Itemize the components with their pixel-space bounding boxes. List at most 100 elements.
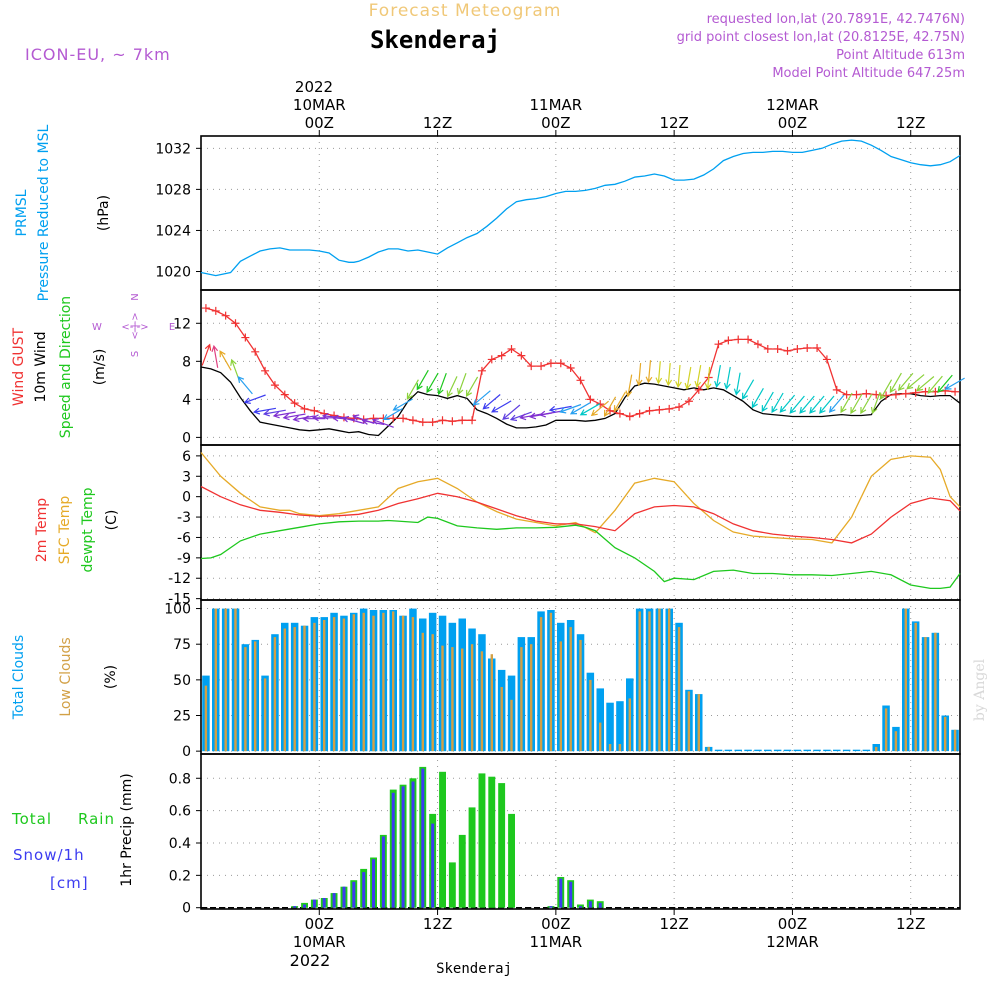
snow-bar: [362, 872, 366, 908]
credit-watermark: by Angel: [972, 658, 988, 721]
wind-arrow: [579, 403, 601, 416]
x-tick-time-bottom: 12Z: [896, 915, 925, 933]
snow-bar: [352, 881, 356, 908]
gust-marker: [428, 418, 437, 427]
gust-marker: [487, 355, 496, 364]
y-tick-label: -15: [168, 592, 191, 608]
gust-marker: [290, 399, 299, 408]
snow-bar: [342, 886, 346, 908]
temp-panel: [200, 444, 961, 601]
gust-marker: [241, 333, 250, 342]
gust-marker: [714, 340, 723, 349]
wind-arrow: [590, 400, 609, 417]
compass-mid: <-|->: [130, 312, 141, 339]
total-cloud-bar: [783, 749, 792, 752]
low-cloud-bar: [707, 746, 710, 752]
total-cloud-bar: [764, 749, 772, 752]
wind-arrow: [779, 394, 796, 413]
gust-marker: [211, 306, 220, 315]
x-tick-labels: 00Z00Z10MAR10MAR12Z12Z00Z00Z11MAR11MAR12…: [293, 96, 925, 951]
wind-arrow: [897, 372, 914, 392]
snow-unit-label: [cm]: [50, 874, 89, 892]
gust-marker: [251, 347, 260, 356]
model-altitude: Model Point Altitude 647.25m: [772, 66, 965, 81]
gust-marker: [665, 404, 674, 413]
gust-marker: [744, 335, 753, 344]
x-tick-time-bottom: 00Z: [305, 915, 334, 933]
total-cloud-bar: [842, 749, 851, 752]
gust-marker: [655, 405, 664, 414]
compass-ew-arrows: <-|->: [121, 322, 148, 333]
snow-bar: [579, 906, 582, 908]
x-tick-date-top: 10MAR: [293, 96, 346, 114]
total-clouds-label: Total Clouds: [11, 635, 27, 720]
gust-marker: [576, 376, 585, 385]
snow-bar: [332, 893, 336, 908]
wind-arrow: [771, 392, 784, 414]
wind-arrow: [937, 374, 953, 393]
wind-arrow: [789, 395, 805, 414]
y-tick-label: 0.6: [169, 804, 191, 820]
total-cloud-bar: [803, 749, 811, 752]
gust-marker: [891, 390, 900, 399]
product-title: Forecast Meteogram: [369, 1, 562, 21]
wind-unit-label: (m/s): [92, 349, 108, 386]
gust-marker: [468, 416, 477, 425]
y-tick-label: -6: [177, 530, 191, 546]
x-tick-time-top: 12Z: [659, 114, 688, 132]
gust-marker: [399, 414, 408, 423]
wind-arrow: [625, 374, 633, 398]
snow-bar: [549, 906, 553, 908]
low-cloud-bar: [520, 647, 523, 752]
prmsl-label: PRMSL: [14, 189, 30, 236]
snow-bar: [598, 902, 602, 908]
x-tick-time-bottom: 12Z: [423, 915, 452, 933]
low-cloud-bar: [401, 615, 405, 752]
snow-bar: [312, 899, 316, 908]
pressure-series: [200, 139, 961, 277]
top-year: 2022: [295, 78, 333, 96]
wind-arrow: [906, 374, 925, 390]
low-cloud-bar: [944, 716, 947, 752]
low-cloud-bar: [549, 612, 553, 752]
wind-arrow: [916, 376, 935, 392]
gust-marker: [684, 397, 693, 406]
low-cloud-bar: [470, 644, 474, 752]
y-tick-label: 1028: [155, 182, 191, 198]
total-cloud-bar: [793, 749, 802, 752]
rain-bar: [448, 862, 456, 908]
low-cloud-bar: [352, 614, 355, 752]
gust-marker: [201, 304, 210, 313]
gust-marker: [882, 391, 891, 400]
low-cloud-bar: [914, 622, 917, 752]
x-tick-time-bottom: 12Z: [659, 915, 688, 933]
snow-bar: [559, 878, 563, 908]
gust-marker: [586, 395, 595, 404]
low-cloud-bar: [451, 647, 454, 752]
wind-arrow: [751, 387, 764, 409]
wind-arrow: [603, 396, 617, 417]
gust-marker: [813, 344, 822, 353]
wind-arrow: [741, 379, 755, 400]
gust-marker: [596, 400, 605, 409]
low-cloud-bar: [303, 625, 306, 752]
gust-marker: [803, 344, 812, 353]
y-tick-label: -12: [168, 571, 191, 587]
snow-bar: [588, 901, 592, 908]
x-tick-time-top: 00Z: [305, 114, 334, 132]
cloud-bars: [202, 608, 959, 752]
sfc-temp-label: SFC Temp: [57, 496, 73, 565]
x-tick-time-top: 00Z: [541, 114, 570, 132]
x-tick-date-bottom: 10MAR: [293, 933, 346, 951]
gust-marker: [517, 351, 526, 360]
low-cloud-bar: [668, 608, 671, 752]
total-cloud-bar: [852, 749, 861, 752]
rain-label: Rain: [78, 810, 115, 828]
rain-bar: [439, 771, 446, 908]
compass-e: E: [169, 322, 175, 333]
wind-arrow: [828, 394, 845, 413]
gust-marker: [527, 362, 536, 371]
wind-speed-dir-label: Speed and Direction: [58, 296, 74, 438]
y-tick-label: 25: [173, 709, 191, 725]
gust-marker: [270, 381, 279, 390]
